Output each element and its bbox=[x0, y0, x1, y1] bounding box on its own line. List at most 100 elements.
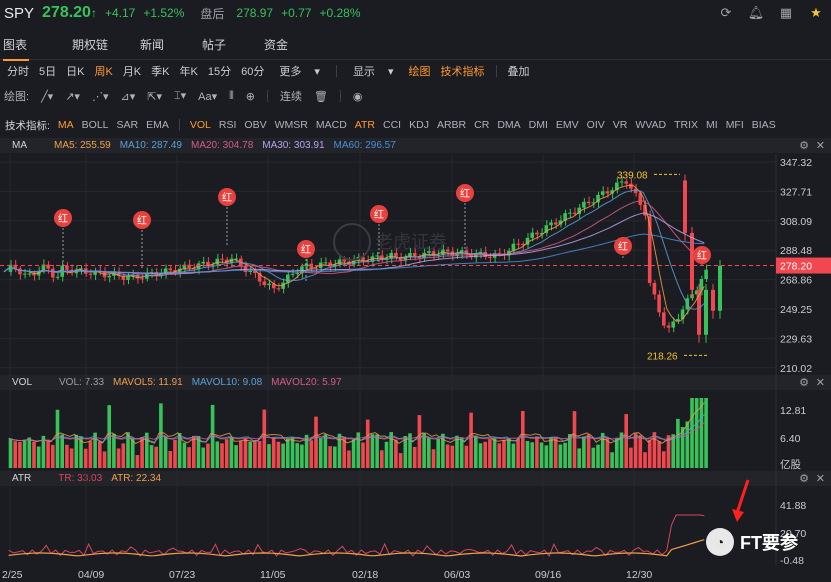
ma-line bbox=[3, 189, 705, 310]
period-monthly[interactable]: 月K bbox=[122, 66, 142, 78]
indicator-cr[interactable]: CR bbox=[474, 119, 490, 131]
line-tool-icon[interactable]: ╱▾ bbox=[41, 90, 54, 103]
close-icon[interactable]: ✕ bbox=[815, 473, 825, 485]
refresh-icon[interactable]: ⟳ bbox=[720, 5, 732, 20]
red-marker[interactable] bbox=[133, 211, 151, 229]
indicator-wvad[interactable]: WVAD bbox=[635, 119, 667, 131]
period-60min[interactable]: 60分 bbox=[241, 66, 265, 78]
tab-posts[interactable]: 帖子 bbox=[201, 37, 226, 52]
candle-body bbox=[680, 309, 685, 319]
red-marker[interactable] bbox=[218, 188, 236, 206]
indicator-dma[interactable]: DMA bbox=[497, 119, 521, 131]
candle-body bbox=[394, 252, 398, 258]
period-daily[interactable]: 日K bbox=[66, 66, 85, 78]
volume-bar bbox=[173, 439, 177, 468]
wave-tool-icon[interactable]: ⋰▾ bbox=[91, 90, 109, 103]
ray-tool-icon[interactable]: ↗▾ bbox=[65, 90, 80, 103]
indicator-cci[interactable]: CCI bbox=[383, 119, 402, 131]
volume-bar bbox=[36, 446, 41, 468]
bell-icon[interactable]: 🔔︎ bbox=[747, 5, 765, 20]
indicator-trix[interactable]: TRIX bbox=[674, 119, 699, 131]
indicator-rsi[interactable]: RSI bbox=[218, 119, 237, 131]
indicator-dmi[interactable]: DMI bbox=[528, 119, 548, 131]
red-marker[interactable] bbox=[54, 209, 72, 227]
overlay-menu[interactable]: 叠加 bbox=[507, 66, 530, 78]
main-tabs: 图表 期权链 新闻 帖子 资金 bbox=[0, 29, 831, 61]
close-icon[interactable]: ✕ bbox=[815, 140, 825, 152]
indicator-boll[interactable]: BOLL bbox=[81, 119, 109, 131]
indicator-ema[interactable]: EMA bbox=[146, 119, 169, 131]
candle-body bbox=[408, 252, 412, 257]
indicator-oiv[interactable]: OIV bbox=[586, 119, 605, 131]
candle-body bbox=[511, 243, 516, 251]
volume-bar bbox=[577, 448, 581, 468]
eye-icon[interactable]: ◉ bbox=[352, 90, 363, 103]
draw-toggle[interactable]: 绘图 bbox=[408, 66, 431, 78]
candle-body bbox=[55, 276, 60, 278]
tab-news[interactable]: 新闻 bbox=[139, 37, 164, 52]
candle-body bbox=[431, 251, 436, 256]
indicator-mi[interactable]: MI bbox=[706, 119, 718, 131]
indicator-vr[interactable]: VR bbox=[612, 119, 628, 131]
indicator-sar[interactable]: SAR bbox=[116, 119, 139, 131]
indicator-mfi[interactable]: MFI bbox=[725, 119, 744, 131]
period-5d[interactable]: 5日 bbox=[39, 66, 57, 78]
trash-icon[interactable]: 🗑︎ bbox=[313, 90, 328, 103]
indicator-toggle[interactable]: 技术指标 bbox=[440, 66, 485, 78]
indicator-arbr[interactable]: ARBR bbox=[436, 119, 467, 131]
volume-bar bbox=[60, 434, 64, 468]
period-intraday[interactable]: 分时 bbox=[7, 66, 29, 78]
logo-watermark-icon bbox=[333, 223, 371, 261]
candle-body bbox=[492, 253, 497, 258]
red-marker-label: 红 bbox=[222, 191, 232, 204]
period-more[interactable]: 更多 ▾ bbox=[269, 63, 330, 79]
text-tool-icon[interactable]: Aa▾ bbox=[198, 90, 218, 103]
channel-tool-icon[interactable]: ⊿▾ bbox=[120, 90, 136, 103]
tab-chart[interactable]: 图表 bbox=[3, 36, 33, 61]
continuous-draw-toggle[interactable]: 连续 bbox=[279, 91, 302, 103]
display-menu[interactable]: 显示 ▾ bbox=[343, 63, 404, 79]
volume-bar bbox=[549, 436, 553, 468]
indicator-atr[interactable]: ATR bbox=[354, 119, 376, 131]
zoom-icon[interactable]: ⊕ bbox=[245, 90, 255, 103]
fibonacci-tool-icon[interactable]: ⇱▾ bbox=[147, 90, 162, 103]
gear-icon[interactable]: ⚙ bbox=[799, 377, 809, 389]
red-marker[interactable] bbox=[693, 246, 711, 264]
volume-bar bbox=[93, 432, 97, 468]
volume-bar bbox=[27, 437, 32, 468]
indicator-vol[interactable]: VOL bbox=[189, 119, 211, 131]
indicator-kdj[interactable]: KDJ bbox=[409, 119, 429, 131]
period-weekly[interactable]: 周K bbox=[94, 66, 113, 78]
grid-icon[interactable]: ▦ bbox=[779, 5, 793, 20]
volume-bar bbox=[140, 436, 144, 468]
date-axis-label: 12/30 bbox=[626, 569, 652, 581]
red-marker[interactable] bbox=[614, 237, 632, 255]
gear-icon[interactable]: ⚙ bbox=[799, 473, 809, 485]
period-quarterly[interactable]: 季K bbox=[151, 66, 170, 78]
bar-pattern-icon[interactable]: ⫴ bbox=[229, 89, 234, 102]
indicator-obv[interactable]: OBV bbox=[244, 119, 267, 131]
indicator-ma[interactable]: MA bbox=[57, 119, 74, 131]
candle-body bbox=[516, 243, 520, 245]
candle-body bbox=[93, 270, 97, 275]
red-marker[interactable] bbox=[370, 205, 388, 223]
indicator-bias[interactable]: BIAS bbox=[751, 119, 776, 131]
tab-funds[interactable]: 资金 bbox=[263, 37, 288, 52]
period-15min[interactable]: 15分 bbox=[207, 66, 232, 78]
red-marker[interactable] bbox=[297, 240, 315, 258]
gear-icon[interactable]: ⚙ bbox=[799, 140, 809, 152]
price-change-pct: +1.52% bbox=[143, 6, 185, 20]
indicator-wmsr[interactable]: WMSR bbox=[274, 119, 308, 131]
atr-legend: ATR TR: 33.03 ATR: 22.34 ⚙ ✕ bbox=[0, 471, 831, 486]
candle-body bbox=[229, 258, 234, 264]
star-icon[interactable]: ★ bbox=[810, 5, 822, 20]
indicator-emv[interactable]: EMV bbox=[555, 119, 579, 131]
tab-options[interactable]: 期权链 bbox=[71, 37, 108, 52]
volume-bar bbox=[281, 443, 285, 468]
period-yearly[interactable]: 年K bbox=[179, 66, 198, 78]
close-icon[interactable]: ✕ bbox=[815, 377, 825, 389]
candle-body bbox=[525, 237, 530, 245]
measure-tool-icon[interactable]: ⌶▾ bbox=[174, 90, 187, 102]
indicator-macd[interactable]: MACD bbox=[315, 119, 347, 131]
red-marker[interactable] bbox=[456, 184, 474, 202]
